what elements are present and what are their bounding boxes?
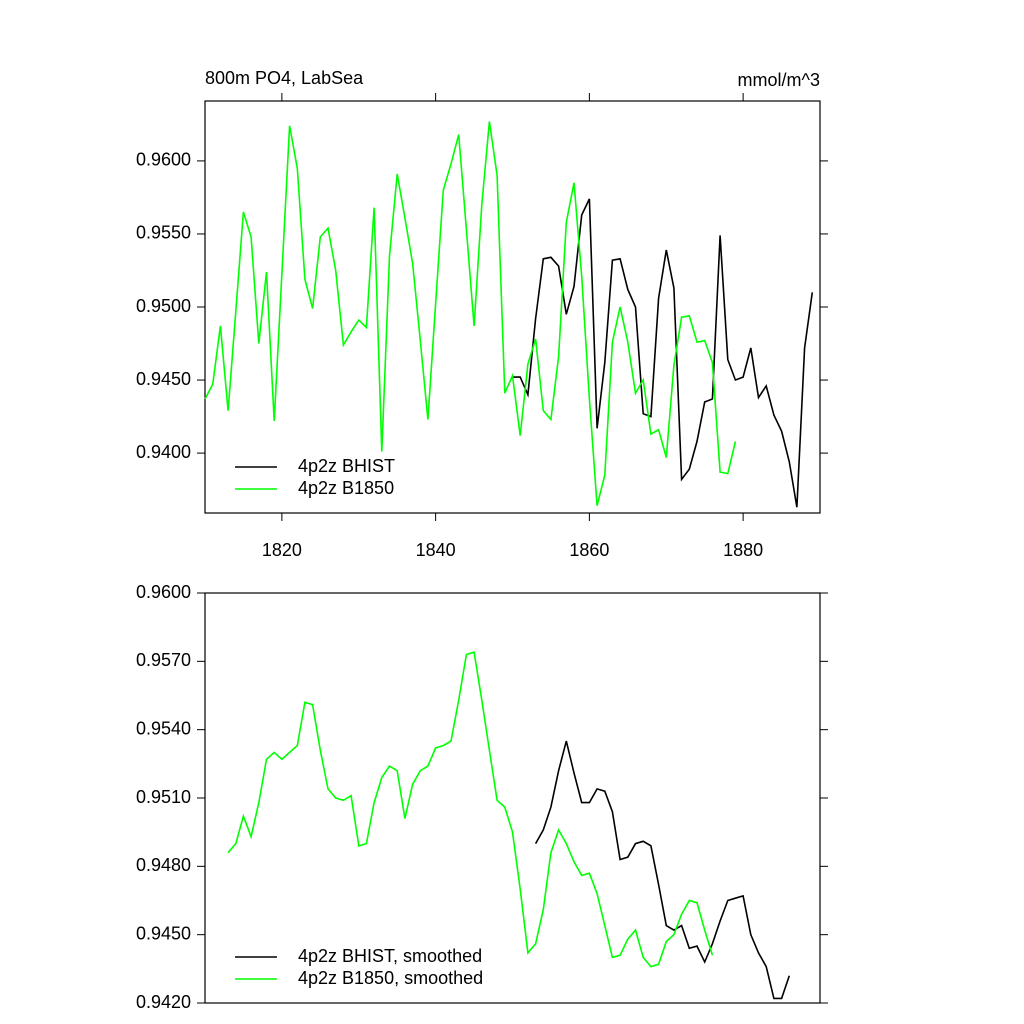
x-tick-label: 1820 [262, 540, 302, 560]
legend-label: 4p2z B1850, smoothed [298, 968, 483, 988]
legend-label: 4p2z BHIST [298, 456, 395, 476]
chart-title: 800m PO4, LabSea [205, 68, 364, 88]
plot-frame [204, 100, 821, 514]
legend-label: 4p2z B1850 [298, 478, 394, 498]
units-label: mmol/m^3 [738, 70, 820, 90]
x-tick-label: 1840 [416, 540, 456, 560]
y-tick-label: 0.9540 [136, 718, 191, 738]
y-tick-label: 0.9420 [136, 992, 191, 1012]
x-tick-label: 1880 [723, 540, 763, 560]
data-line [512, 198, 814, 508]
y-tick-label: 0.9600 [136, 150, 191, 170]
data-line [204, 121, 737, 506]
legend-label: 4p2z BHIST, smoothed [298, 946, 482, 966]
y-tick-label: 0.9400 [136, 442, 191, 462]
y-tick-label: 0.9550 [136, 223, 191, 243]
y-tick-label: 0.9450 [136, 923, 191, 943]
y-tick-label: 0.9510 [136, 787, 191, 807]
plot-frame [204, 592, 821, 1004]
y-tick-label: 0.9600 [136, 582, 191, 602]
y-tick-label: 0.9570 [136, 650, 191, 670]
x-tick-label: 1860 [569, 540, 609, 560]
y-tick-label: 0.9480 [136, 855, 191, 875]
data-line [534, 740, 791, 1000]
data-line [227, 651, 714, 968]
y-tick-label: 0.9500 [136, 296, 191, 316]
y-tick-label: 0.9450 [136, 369, 191, 389]
